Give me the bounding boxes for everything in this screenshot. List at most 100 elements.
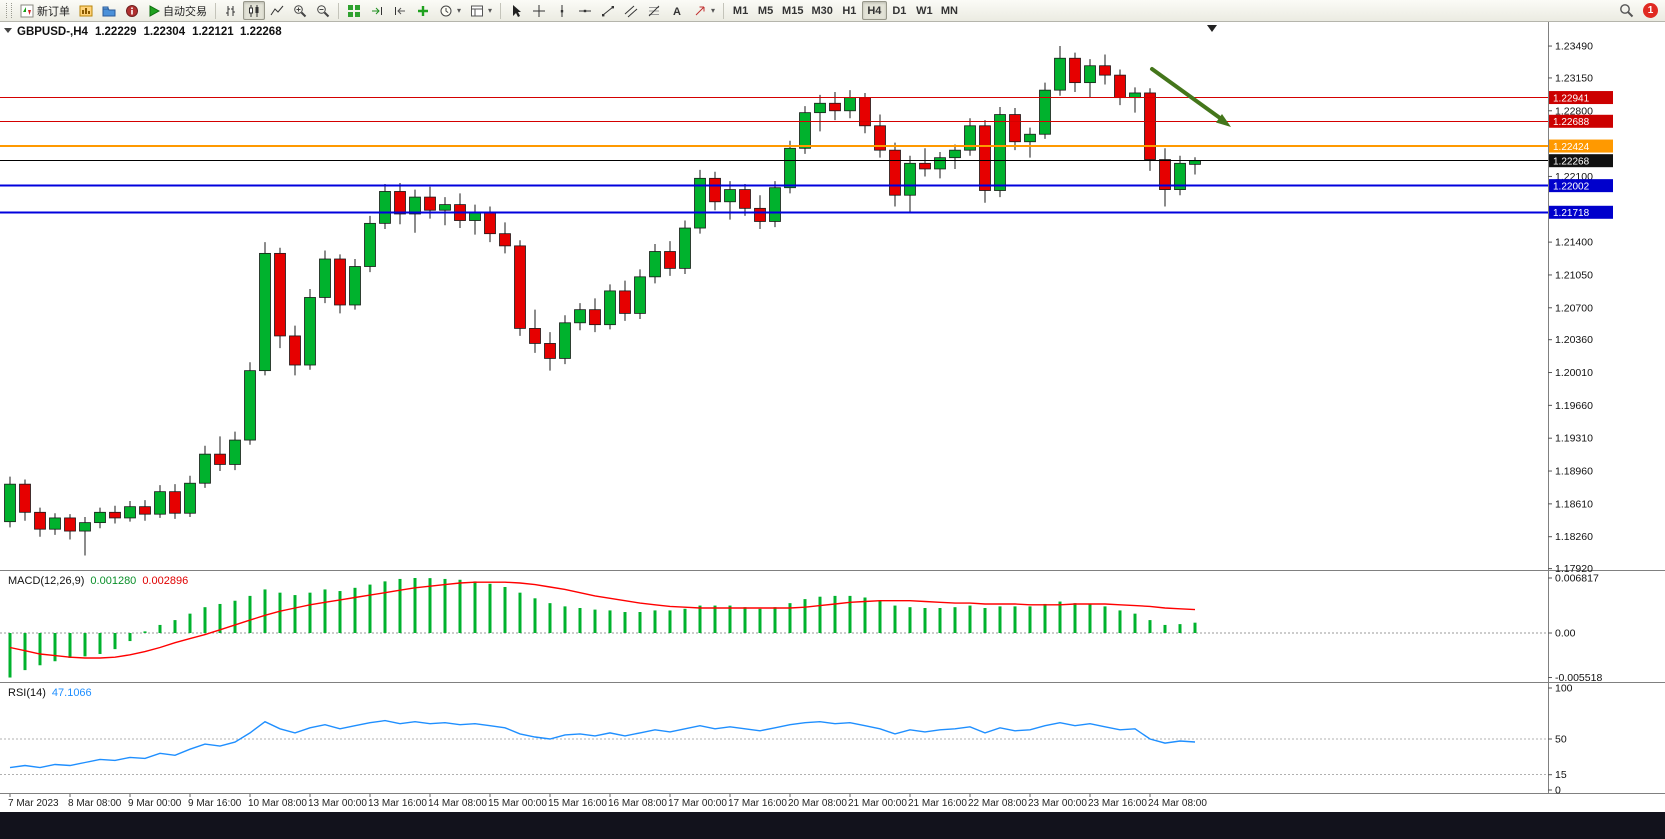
search-button[interactable] bbox=[1615, 1, 1638, 20]
candle-body-bull bbox=[439, 204, 451, 211]
cursor-icon bbox=[509, 4, 523, 18]
price-tick-label: 1.17920 bbox=[1555, 563, 1593, 575]
new-order-label: 新订单 bbox=[37, 5, 70, 18]
zoom-in-button[interactable] bbox=[289, 1, 311, 20]
price-tag-label: 1.22688 bbox=[1553, 117, 1590, 128]
candle-body-bull bbox=[229, 439, 241, 465]
time-axis-label: 22 Mar 08:00 bbox=[968, 798, 1027, 809]
support-icon bbox=[125, 4, 139, 18]
notification-badge[interactable]: 1 bbox=[1643, 3, 1658, 18]
candle-body-bull bbox=[769, 187, 781, 222]
trendline-tool-button[interactable] bbox=[597, 1, 619, 20]
timeframe-button-m1[interactable]: M1 bbox=[728, 1, 753, 20]
timeframe-button-h1[interactable]: H1 bbox=[837, 1, 862, 20]
time-axis-label: 8 Mar 08:00 bbox=[68, 798, 122, 809]
time-axis-label: 15 Mar 00:00 bbox=[488, 798, 547, 809]
candle-body-bull bbox=[1054, 57, 1066, 91]
time-axis-label: 23 Mar 16:00 bbox=[1088, 798, 1147, 809]
new-order-button[interactable]: 新订单 bbox=[16, 1, 74, 20]
chart-canvas[interactable]: GBPUSD-,H4 1.22229 1.22304 1.22121 1.22268 MA… bbox=[0, 22, 1665, 812]
horizontal-line-icon bbox=[578, 4, 592, 18]
vertical-line-tool-button[interactable] bbox=[551, 1, 573, 20]
time-axis-label: 14 Mar 08:00 bbox=[428, 798, 487, 809]
cursor-tool-button[interactable] bbox=[505, 1, 527, 20]
time-axis-label: 9 Mar 16:00 bbox=[188, 798, 242, 809]
autotrading-button[interactable]: 自动交易 bbox=[144, 1, 211, 20]
price-tick-label: 1.23150 bbox=[1555, 72, 1593, 84]
ohlc-bars-icon bbox=[224, 4, 238, 18]
candle-body-bull bbox=[844, 97, 856, 112]
price-pane[interactable] bbox=[0, 24, 1548, 570]
candle-body-bear bbox=[1069, 57, 1081, 84]
toolbar: 新订单 自动交易 bbox=[0, 0, 1665, 22]
zoom-in-icon bbox=[293, 4, 307, 18]
candle-body-bull bbox=[1024, 133, 1036, 143]
toolbar-separator bbox=[723, 2, 725, 19]
timeframe-button-w1[interactable]: W1 bbox=[912, 1, 937, 20]
rsi-line bbox=[9, 719, 1196, 769]
charts-button[interactable] bbox=[75, 1, 97, 20]
chevron-down-icon: ▾ bbox=[711, 6, 716, 15]
bar-chart-button[interactable] bbox=[220, 1, 242, 20]
templates-button[interactable]: ▾ bbox=[466, 1, 496, 20]
toolbar-separator bbox=[338, 2, 339, 19]
indicators-button[interactable] bbox=[412, 1, 434, 20]
channel-tool-button[interactable] bbox=[620, 1, 642, 20]
autotrading-label: 自动交易 bbox=[163, 5, 207, 18]
chart-shift-button[interactable] bbox=[389, 1, 411, 20]
candlestick-chart-button[interactable] bbox=[243, 1, 265, 20]
timeframe-button-m5[interactable]: M5 bbox=[753, 1, 778, 20]
price-tick-label: 1.23490 bbox=[1555, 41, 1593, 53]
periods-icon bbox=[439, 4, 453, 18]
one-click-trading-toggle[interactable] bbox=[4, 28, 12, 33]
rsi-axis-label: 0 bbox=[1555, 785, 1561, 797]
timeframe-button-d1[interactable]: D1 bbox=[887, 1, 912, 20]
timeframe-button-h4[interactable]: H4 bbox=[861, 1, 887, 21]
horizontal-line-tool-button[interactable] bbox=[574, 1, 596, 20]
trend-arrow[interactable] bbox=[1150, 67, 1222, 120]
arrows-tool-button[interactable]: ▾ bbox=[689, 1, 719, 20]
rsi-axis-label: 100 bbox=[1555, 683, 1573, 695]
candle-body-bull bbox=[649, 251, 661, 278]
candle-body-bear bbox=[709, 177, 721, 203]
profiles-button[interactable] bbox=[98, 1, 120, 20]
candle-body-bear bbox=[289, 335, 301, 366]
toolbar-separator bbox=[215, 2, 216, 19]
rsi-pane[interactable] bbox=[0, 683, 1548, 793]
fibonacci-tool-button[interactable] bbox=[643, 1, 665, 20]
timeframe-button-mn[interactable]: MN bbox=[937, 1, 962, 20]
timeframe-button-m30[interactable]: M30 bbox=[807, 1, 836, 20]
toolbar-grip[interactable] bbox=[6, 3, 12, 18]
zoom-out-button[interactable] bbox=[312, 1, 334, 20]
candle-body-bear bbox=[1114, 74, 1126, 99]
candle-body-bear bbox=[1159, 159, 1171, 190]
macd-axis-label: -0.005518 bbox=[1555, 672, 1602, 684]
auto-scroll-button[interactable] bbox=[366, 1, 388, 20]
crosshair-tool-button[interactable] bbox=[528, 1, 550, 20]
time-axis-label: 24 Mar 08:00 bbox=[1148, 798, 1207, 809]
candle-body-bear bbox=[619, 290, 631, 314]
candle-body-bull bbox=[4, 483, 16, 523]
candle-body-bear bbox=[64, 517, 76, 532]
candle-body-bull bbox=[904, 162, 916, 196]
support-button[interactable] bbox=[121, 1, 143, 20]
candle-body-bull bbox=[364, 222, 376, 267]
rsi-axis-label: 50 bbox=[1555, 734, 1567, 746]
candle-body-bear bbox=[544, 343, 556, 359]
periods-button[interactable]: ▾ bbox=[435, 1, 465, 20]
text-tool-button[interactable]: A bbox=[666, 1, 688, 20]
text-icon: A bbox=[670, 4, 684, 18]
timeframe-button-m15[interactable]: M15 bbox=[778, 1, 807, 20]
fibonacci-icon bbox=[647, 4, 661, 18]
candle-body-bull bbox=[964, 125, 976, 151]
price-tag-label: 1.22002 bbox=[1553, 181, 1590, 192]
tile-windows-button[interactable] bbox=[343, 1, 365, 20]
candle-body-bull bbox=[994, 114, 1006, 191]
candle-body-bull bbox=[244, 370, 256, 441]
template-icon bbox=[470, 4, 484, 18]
autotrading-play-icon bbox=[148, 4, 160, 17]
candle-body-bear bbox=[1144, 92, 1156, 160]
channel-icon bbox=[624, 4, 638, 18]
line-chart-button[interactable] bbox=[266, 1, 288, 20]
candle-body-bull bbox=[184, 482, 196, 514]
